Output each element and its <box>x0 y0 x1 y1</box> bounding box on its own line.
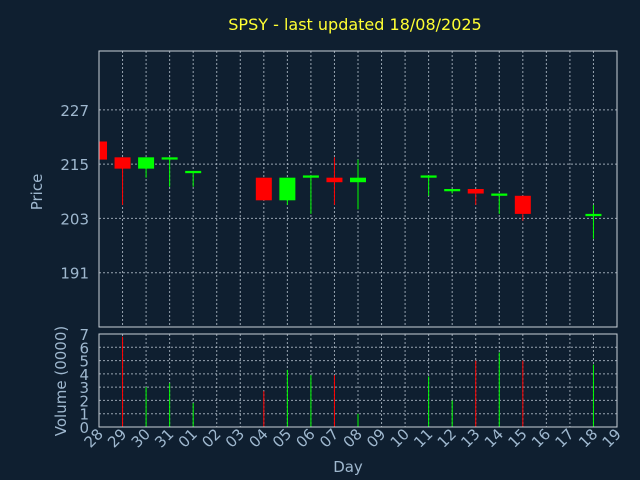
x-tick-label: 11 <box>410 425 436 451</box>
candle-body <box>585 213 602 217</box>
volume-tick-label: 3 <box>79 379 89 397</box>
x-tick-label: 29 <box>104 425 130 451</box>
candle-body <box>255 177 272 201</box>
volume-tick-label: 1 <box>79 406 89 424</box>
x-tick-label: 09 <box>363 425 389 451</box>
candle-body <box>138 157 155 169</box>
candle-body <box>185 170 202 174</box>
volume-tick-label: 6 <box>79 339 89 357</box>
x-tick-label: 04 <box>245 425 271 451</box>
candle-body <box>99 141 107 160</box>
x-tick-label: 03 <box>222 425 248 451</box>
x-tick-label: 15 <box>504 425 530 451</box>
volume-tick-label: 5 <box>79 353 89 371</box>
candle-body <box>161 157 178 160</box>
volume-panel-frame <box>98 333 618 428</box>
x-tick-label: 12 <box>434 425 460 451</box>
x-tick-label: 16 <box>528 425 554 451</box>
candle-body <box>114 157 131 169</box>
candle-body <box>467 189 484 194</box>
x-tick-label: 19 <box>599 425 625 451</box>
x-tick-label: 30 <box>128 425 154 451</box>
x-tick-label: 13 <box>457 425 483 451</box>
price-panel-frame <box>98 50 618 328</box>
candle-body <box>279 177 296 201</box>
price-axis-label: Price <box>28 174 46 211</box>
candle-body <box>514 195 531 214</box>
price-tick-labels: 191 203 215 227 <box>60 102 89 283</box>
chart-title: SPSY - last updated 18/08/2025 <box>228 15 481 34</box>
x-axis-label: Day <box>333 458 363 476</box>
x-tick-label: 02 <box>198 425 224 451</box>
price-tick-label: 203 <box>60 210 89 228</box>
volume-grid <box>99 334 617 427</box>
candle-body <box>326 177 343 183</box>
x-tick-label: 05 <box>269 425 295 451</box>
x-tick-labels: 2829303101020304050607080910111213141516… <box>81 425 625 451</box>
x-tick-label: 14 <box>481 425 507 451</box>
price-tick-label: 215 <box>60 156 89 174</box>
candle-body <box>491 193 508 196</box>
candle-body <box>420 175 437 178</box>
price-tick-label: 227 <box>60 102 89 120</box>
x-tick-label: 17 <box>552 425 578 451</box>
price-tick-label: 191 <box>60 265 89 283</box>
volume-tick-label: 7 <box>79 326 89 344</box>
x-tick-label: 07 <box>316 425 342 451</box>
volume-axis-label: Volume (0000) <box>52 326 70 436</box>
volume-tick-label: 2 <box>79 392 89 410</box>
volume-bars <box>122 336 594 427</box>
candle-body <box>444 189 461 192</box>
candle-body <box>350 177 366 183</box>
x-tick-label: 01 <box>175 425 201 451</box>
candles <box>98 141 602 239</box>
x-tick-label: 06 <box>293 425 319 451</box>
candle-body <box>302 175 319 178</box>
x-tick-label: 08 <box>340 425 366 451</box>
volume-tick-label: 0 <box>79 419 89 437</box>
volume-tick-label: 4 <box>79 366 89 384</box>
x-tick-label: 10 <box>387 425 413 451</box>
x-tick-label: 31 <box>151 425 177 451</box>
x-tick-label: 18 <box>575 425 601 451</box>
